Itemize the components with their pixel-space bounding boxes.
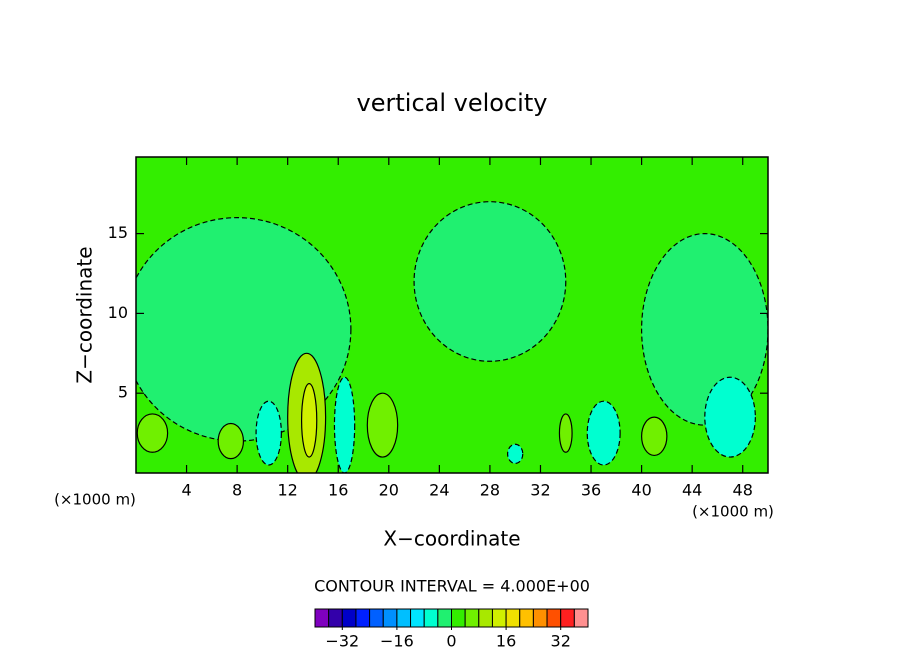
plot-frame (135, 156, 769, 474)
colorbar-box (546, 608, 562, 628)
contour-region (217, 422, 245, 460)
colorbar-box (314, 608, 330, 628)
contour-interval: CONTOUR INTERVAL = 4.000E+00 (314, 577, 590, 596)
colorbar-box (505, 608, 521, 628)
colorbar-box (451, 608, 466, 628)
x-tick-label: 4 (181, 481, 191, 500)
y-tick-label: 10 (108, 303, 128, 322)
y-axis-label: Z−coordinate (73, 246, 97, 383)
colorbar-box (410, 608, 425, 628)
colorbar-box (560, 608, 575, 628)
x-tick-label: 12 (278, 481, 298, 500)
colorbar-box (532, 608, 548, 628)
x-tick-label: 20 (379, 481, 399, 500)
x-tick-label: 32 (530, 481, 550, 500)
colorbar-tick-label: 16 (496, 632, 516, 651)
colorbar-box (491, 608, 507, 628)
contour-region (558, 413, 573, 453)
x-tick-label: 44 (682, 481, 702, 500)
colorbar-box (519, 608, 534, 628)
colorbar-box (341, 608, 357, 628)
x-tick-label: 36 (581, 481, 601, 500)
contour-region (333, 376, 356, 473)
colorbar-tick-label: 0 (446, 632, 456, 651)
x-tick-label: 8 (232, 481, 242, 500)
colorbar-box (369, 608, 384, 628)
contour-region (300, 383, 318, 458)
x-unit: (×1000 m) (692, 503, 774, 521)
colorbar-box (573, 608, 589, 628)
colorbar-box (437, 608, 453, 628)
contour-region (507, 443, 524, 465)
y-tick-label: 15 (108, 223, 128, 242)
contour-region (640, 416, 668, 457)
contour-region (255, 400, 282, 466)
colorbar-box (355, 608, 371, 628)
x-tick-label: 24 (429, 481, 449, 500)
contour-region (413, 201, 567, 362)
x-tick-label: 48 (733, 481, 753, 500)
colorbar-box (382, 608, 398, 628)
x-tick-label: 16 (328, 481, 348, 500)
colorbar-box (478, 608, 493, 628)
x-tick-label: 28 (480, 481, 500, 500)
contour-region (586, 400, 621, 466)
y-tick-label: 5 (118, 383, 128, 402)
contour-region (366, 392, 399, 458)
x-axis-label: X−coordinate (383, 527, 520, 551)
colorbar-tick-label: −32 (325, 632, 359, 651)
contour-region (136, 413, 169, 453)
x-unit: (×1000 m) (54, 491, 136, 509)
contour-region (704, 376, 756, 458)
colorbar-tick-label: 32 (551, 632, 571, 651)
contour-field (136, 157, 768, 473)
colorbar-box (464, 608, 480, 628)
colorbar-tick-label: −16 (380, 632, 414, 651)
x-tick-label: 40 (631, 481, 651, 500)
chart-title: vertical velocity (357, 89, 548, 117)
colorbar-box (423, 608, 439, 628)
colorbar-box (396, 608, 412, 628)
colorbar-box (328, 608, 343, 628)
